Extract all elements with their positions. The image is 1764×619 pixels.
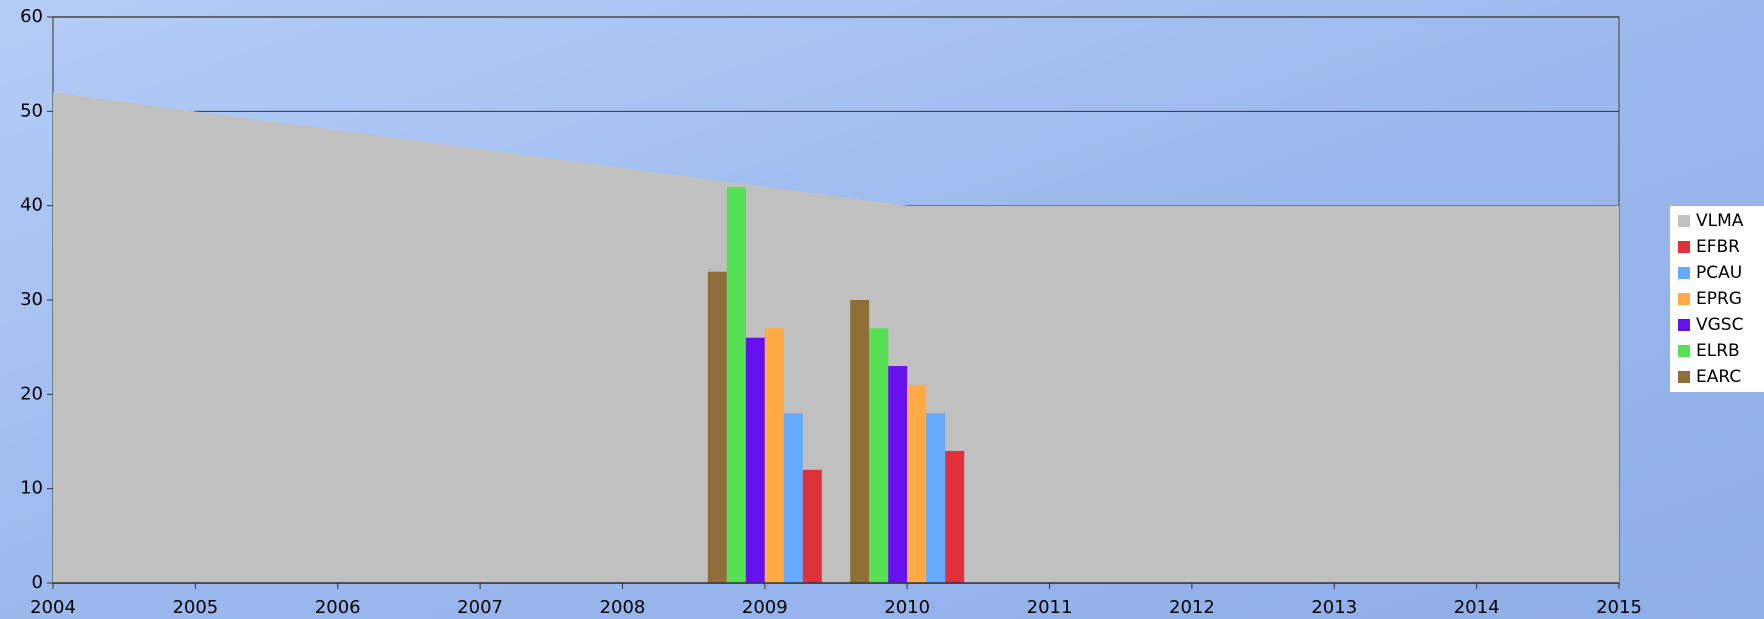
legend-swatch <box>1678 293 1690 305</box>
bar <box>888 366 908 583</box>
bar <box>945 450 965 583</box>
bar <box>802 469 822 583</box>
bar <box>783 413 803 583</box>
bar <box>745 337 765 583</box>
bar <box>869 328 889 583</box>
x-tick-label: 2010 <box>884 597 930 618</box>
legend-label: VLMA <box>1696 211 1744 231</box>
legend-label: EARC <box>1696 367 1741 387</box>
x-tick-label: 2012 <box>1169 597 1215 618</box>
legend-swatch <box>1678 267 1690 279</box>
legend-swatch <box>1678 319 1690 331</box>
x-tick-label: 2009 <box>742 597 788 618</box>
y-tick-label: 40 <box>20 195 43 216</box>
x-tick-label: 2011 <box>1027 597 1073 618</box>
legend-swatch <box>1678 371 1690 383</box>
y-tick-label: 20 <box>20 383 43 404</box>
legend-swatch <box>1678 241 1690 253</box>
y-tick-label: 30 <box>20 289 43 310</box>
x-tick-label: 2004 <box>30 597 76 618</box>
x-tick-label: 2008 <box>600 597 646 618</box>
area <box>53 92 1619 583</box>
legend-label: ELRB <box>1696 341 1740 361</box>
legend-label: EFBR <box>1696 237 1740 257</box>
legend-label: EPRG <box>1696 289 1742 309</box>
y-tick-label: 60 <box>20 6 43 27</box>
y-tick-label: 50 <box>20 100 43 121</box>
x-tick-label: 2005 <box>172 597 218 618</box>
bar <box>907 384 927 583</box>
x-tick-label: 2015 <box>1596 597 1642 618</box>
y-tick-label: 0 <box>32 572 43 593</box>
x-tick-label: 2006 <box>315 597 361 618</box>
bar <box>850 300 870 583</box>
bar <box>707 271 727 583</box>
legend-label: PCAU <box>1696 263 1742 283</box>
x-tick-label: 2013 <box>1311 597 1357 618</box>
legend-swatch <box>1678 345 1690 357</box>
x-tick-label: 2014 <box>1454 597 1500 618</box>
y-tick-label: 10 <box>20 478 43 499</box>
legend-label: VGSC <box>1696 315 1743 335</box>
x-tick-label: 2007 <box>457 597 503 618</box>
bar <box>764 328 784 583</box>
legend-swatch <box>1678 215 1690 227</box>
bar <box>726 186 746 584</box>
bar <box>926 413 946 583</box>
